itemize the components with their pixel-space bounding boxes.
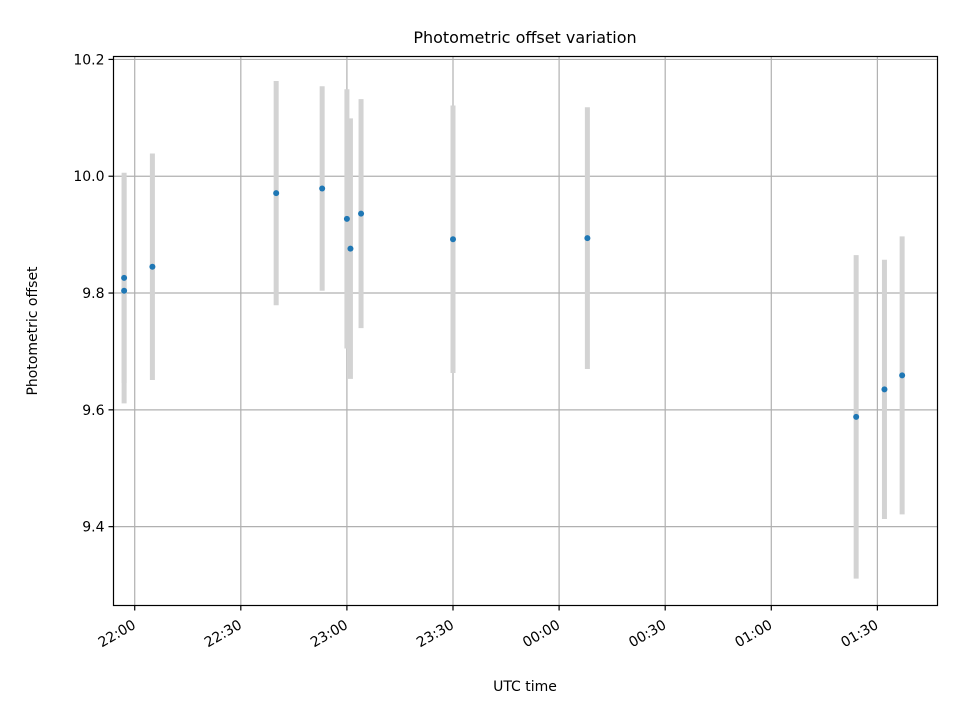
y-tick-label: 9.8 xyxy=(82,286,104,302)
data-point xyxy=(853,413,860,420)
data-points xyxy=(121,185,906,420)
data-point xyxy=(343,215,350,222)
grid xyxy=(113,56,938,606)
data-point xyxy=(450,236,457,243)
y-tick-label: 9.6 xyxy=(82,403,104,419)
x-axis-label: UTC time xyxy=(493,679,557,695)
y-axis-label: Photometric offset xyxy=(25,266,41,396)
data-point xyxy=(319,185,326,192)
y-tick-label: 9.4 xyxy=(82,520,104,536)
plot-frame xyxy=(112,55,939,607)
y-tick-label: 10.0 xyxy=(73,169,104,185)
data-point xyxy=(121,274,128,281)
chart-title: Photometric offset variation xyxy=(413,28,636,47)
data-point xyxy=(358,210,365,217)
data-point xyxy=(881,386,888,393)
data-point xyxy=(273,190,280,197)
data-point xyxy=(121,287,128,294)
y-tick-label: 10.2 xyxy=(73,52,104,68)
data-point xyxy=(584,235,591,242)
data-point xyxy=(899,372,906,379)
data-point xyxy=(347,245,354,252)
data-point xyxy=(149,263,156,270)
